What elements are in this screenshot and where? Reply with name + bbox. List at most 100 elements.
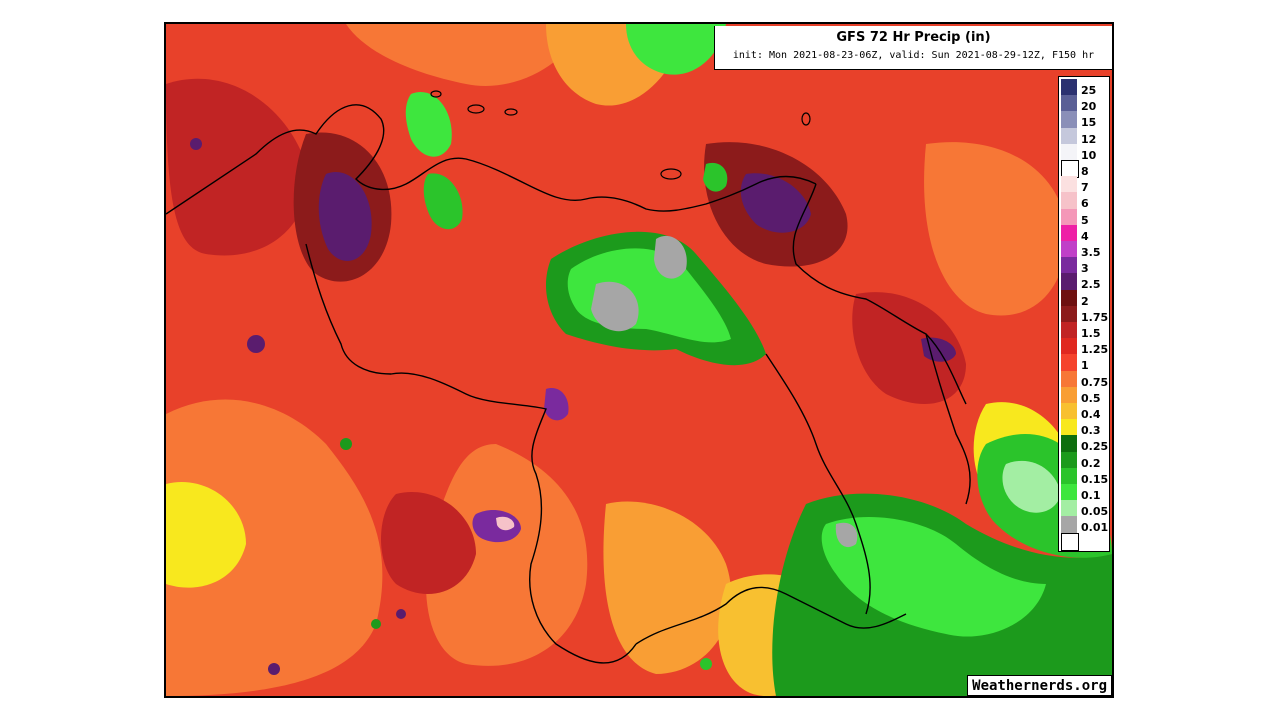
legend-row <box>1059 532 1111 551</box>
legend-swatch <box>1061 451 1077 468</box>
legend-label: 5 <box>1081 213 1089 227</box>
legend-row: 2.5 <box>1059 273 1111 292</box>
legend-label: 2 <box>1081 294 1089 308</box>
legend-label: 1.25 <box>1081 343 1109 357</box>
precip-cell-green-2 <box>371 619 381 629</box>
legend-row: 1.25 <box>1059 338 1111 357</box>
precip-zone-darkred-southwest <box>381 492 476 594</box>
precip-cell-purple-2 <box>396 609 406 619</box>
legend-label: 10 <box>1081 148 1097 162</box>
coastline-east <box>792 183 967 405</box>
legend-label: 0.3 <box>1081 424 1101 438</box>
border-brazil <box>635 586 907 645</box>
island-1 <box>467 104 485 114</box>
legend-row: 8 <box>1059 160 1111 179</box>
precip-zone-green-north-island <box>405 92 452 157</box>
precip-cell-purple-3 <box>247 335 265 353</box>
legend-row: 0.05 <box>1059 500 1111 519</box>
island-2 <box>504 108 518 116</box>
legend-swatch <box>1061 338 1077 355</box>
legend-swatch <box>1061 435 1077 452</box>
border-colombia-venezuela <box>305 243 637 664</box>
precip-zone-green-north-dot <box>423 173 463 230</box>
map-subtitle: init: Mon 2021-08-23-06Z, valid: Sun 202… <box>732 50 1095 61</box>
legend-label: 0.4 <box>1081 408 1101 421</box>
legend-swatch <box>1061 386 1077 403</box>
legend-swatch <box>1061 111 1077 128</box>
legend-swatch <box>1061 305 1077 322</box>
legend-swatch <box>1061 500 1077 517</box>
legend-swatch <box>1061 79 1077 96</box>
precip-zone-orange-west <box>166 399 383 696</box>
legend-label: 0.75 <box>1081 375 1109 389</box>
precip-zone-gray-lowlands-east <box>654 235 687 279</box>
precip-zone-orange-central <box>426 444 588 666</box>
legend-label: 0.01 <box>1081 521 1109 535</box>
precip-zone-yellow-central <box>603 501 732 674</box>
precip-legend: 25 20 15 12 10 8 7 6 5 4 3.5 3 2.5 2 1.75 1.5 1.25 1 0.75 0… <box>1058 76 1110 552</box>
border-guyana-suriname <box>925 333 971 505</box>
legend-label: 1 <box>1081 359 1089 373</box>
precip-core-purple-south <box>472 509 521 543</box>
legend-label: 15 <box>1081 116 1097 130</box>
legend-row: 0.25 <box>1059 435 1111 454</box>
legend-label: 3 <box>1081 262 1089 276</box>
legend-swatch <box>1061 467 1077 484</box>
legend-row: 5 <box>1059 208 1111 227</box>
precip-zone-green-island-2 <box>703 162 728 192</box>
precip-core-purple-northeast <box>740 173 811 233</box>
precip-map-canvas <box>166 24 1112 696</box>
map-title: GFS 72 Hr Precip (in) <box>836 30 991 45</box>
legend-row: 0.01 <box>1059 516 1111 535</box>
legend-label: 0.05 <box>1081 505 1109 519</box>
legend-label: 2.5 <box>1081 278 1101 292</box>
legend-row: 3.5 <box>1059 241 1111 258</box>
precip-zone-orange-east <box>924 142 1067 316</box>
legend-row: 3 <box>1059 257 1111 276</box>
legend-row: 12 <box>1059 127 1111 146</box>
legend-swatch <box>1061 484 1077 501</box>
legend-row: 20 <box>1059 95 1111 112</box>
legend-row: 1.75 <box>1059 305 1111 323</box>
legend-row: 25 <box>1059 79 1111 96</box>
legend-row: 0.4 <box>1059 403 1111 421</box>
legend-label: 12 <box>1081 132 1097 146</box>
precip-zone-green-southeast-light <box>821 516 1046 637</box>
legend-label: 0.5 <box>1081 391 1101 405</box>
legend-swatch <box>1061 516 1077 533</box>
legend-swatch <box>1061 208 1077 225</box>
legend-label: 0.1 <box>1081 489 1101 502</box>
legend-row: 0.75 <box>1059 370 1111 389</box>
legend-swatch <box>1061 419 1077 436</box>
precip-cell-green-1 <box>340 438 352 450</box>
precip-cell-purple-4 <box>190 138 202 150</box>
legend-row: 0.15 <box>1059 467 1111 485</box>
island-3 <box>660 168 682 180</box>
precip-zone-green-east-light <box>1002 460 1061 513</box>
legend-swatch <box>1061 192 1077 209</box>
precip-core-purple-central <box>544 388 569 421</box>
legend-swatch <box>1061 403 1077 420</box>
legend-label: 7 <box>1081 181 1089 195</box>
legend-swatch <box>1061 289 1077 306</box>
legend-row: 4 <box>1059 224 1111 242</box>
precip-zone-gray-lowlands <box>591 281 639 332</box>
islands <box>430 90 811 180</box>
legend-row: 0.3 <box>1059 419 1111 438</box>
legend-label: 0.25 <box>1081 440 1109 454</box>
legend-row: 2 <box>1059 289 1111 308</box>
map-title-box: GFS 72 Hr Precip (in) init: Mon 2021-08-… <box>714 26 1112 70</box>
legend-row: 0.2 <box>1059 451 1111 469</box>
island-4 <box>801 112 811 126</box>
legend-swatch <box>1061 354 1077 371</box>
legend-swatch <box>1061 143 1077 160</box>
legend-swatch <box>1061 322 1077 339</box>
legend-swatch <box>1061 176 1077 193</box>
legend-swatch <box>1061 532 1079 551</box>
legend-row: 1.5 <box>1059 322 1111 339</box>
legend-row: 7 <box>1059 176 1111 195</box>
legend-swatch <box>1061 370 1077 387</box>
island-5 <box>430 90 442 98</box>
legend-swatch <box>1061 224 1077 241</box>
precip-zone-green-northeast-corner <box>626 24 726 75</box>
